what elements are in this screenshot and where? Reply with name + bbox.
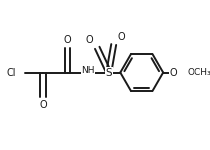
Text: O: O xyxy=(117,32,125,42)
Text: O: O xyxy=(39,100,47,110)
Text: Cl: Cl xyxy=(7,68,16,78)
Text: NH: NH xyxy=(81,66,95,75)
Text: O: O xyxy=(64,35,71,45)
Text: O: O xyxy=(169,68,177,78)
Text: O: O xyxy=(85,35,93,45)
Text: OCH₃: OCH₃ xyxy=(188,68,210,77)
Text: S: S xyxy=(105,68,112,78)
